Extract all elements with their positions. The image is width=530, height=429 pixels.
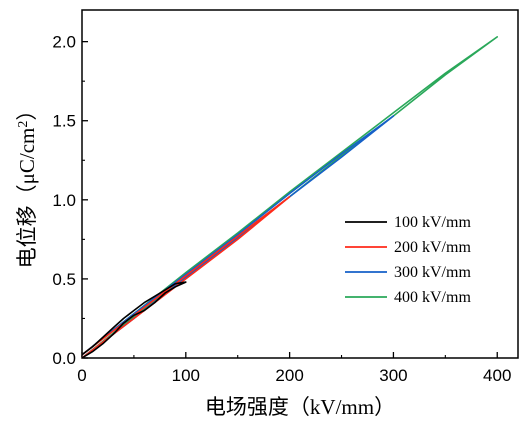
- y-axis-label: 电位移（μC/cm2）: [15, 100, 39, 269]
- legend: 100 kV/mm 200 kV/mm 300 kV/mm 400 kV/mm: [345, 214, 471, 306]
- x-tick-label: 300: [379, 366, 407, 385]
- y-axis-label-superscript: 2: [16, 121, 31, 128]
- ticks-layer: 0 100 200 300 400 0.0 0.5 1.0 1.5 2.0: [52, 33, 511, 385]
- series-line: [81, 281, 187, 359]
- x-tick-label: 100: [172, 366, 200, 385]
- y-tick-label: 0.0: [52, 349, 76, 368]
- legend-label: 300 kV/mm: [394, 264, 471, 281]
- x-tick-label: 400: [483, 366, 511, 385]
- legend-label: 100 kV/mm: [394, 214, 471, 231]
- y-axis-label-main: 电位移（μC/cm: [15, 128, 39, 269]
- legend-label: 400 kV/mm: [394, 289, 471, 306]
- x-axis-label: 电场强度（kV/mm）: [205, 395, 395, 419]
- y-tick-label: 0.5: [52, 270, 76, 289]
- x-tick-label: 0: [77, 366, 86, 385]
- legend-label: 200 kV/mm: [394, 239, 471, 256]
- series-line: [81, 115, 395, 359]
- series-layer: [81, 36, 499, 359]
- y-tick-label: 1.0: [52, 191, 76, 210]
- y-axis-label-tail: ）: [15, 100, 39, 121]
- y-tick-label: 2.0: [52, 33, 76, 52]
- x-tick-label: 200: [275, 366, 303, 385]
- y-tick-label: 1.5: [52, 112, 76, 131]
